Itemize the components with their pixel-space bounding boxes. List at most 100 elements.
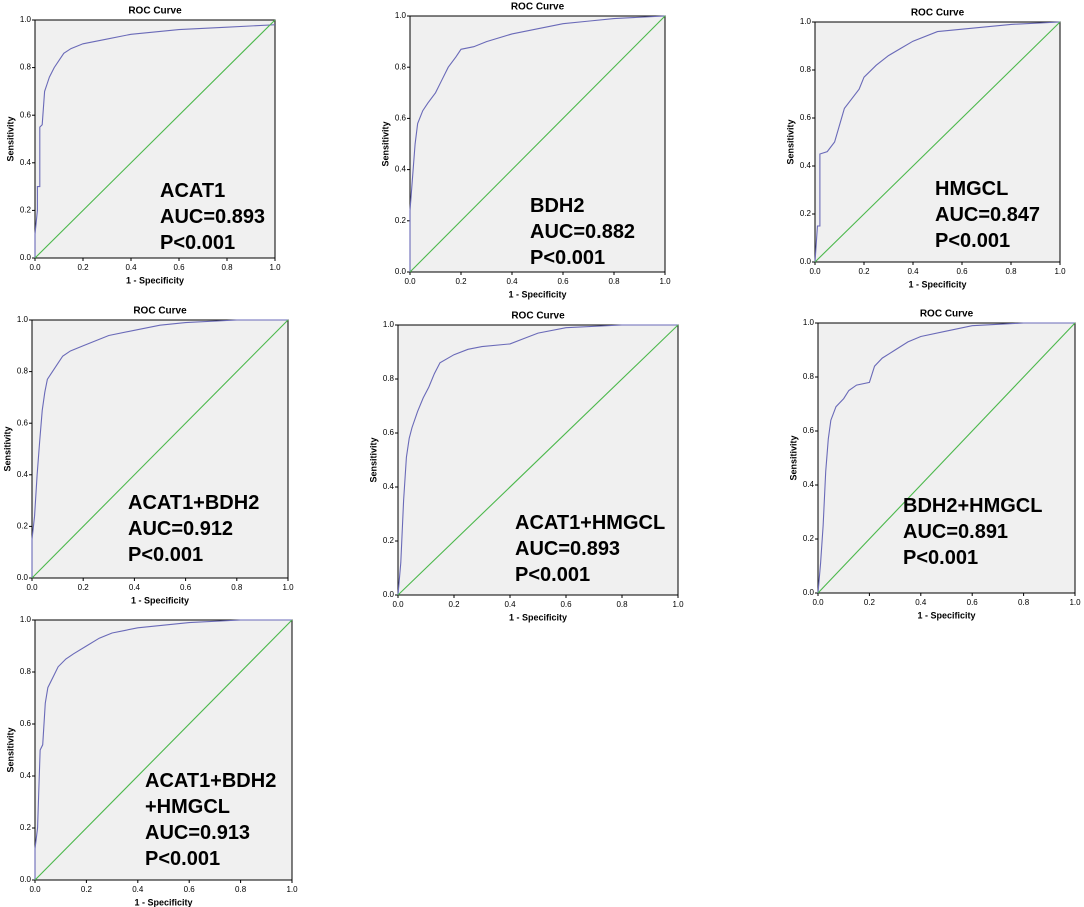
y-tick-label: 0.8	[17, 367, 29, 376]
y-tick-label: 1.0	[383, 320, 395, 329]
y-tick-label: 0.2	[383, 536, 395, 545]
x-tick-label: 0.2	[448, 600, 460, 609]
x-tick-label: 0.2	[78, 583, 90, 592]
x-tick-label: 0.4	[506, 277, 518, 286]
y-tick-label: 0.6	[20, 719, 32, 728]
y-tick-label: 0.6	[395, 114, 407, 123]
y-tick-label: 1.0	[803, 318, 815, 327]
x-axis-label: 1 - Specificity	[908, 279, 966, 289]
annotation: AUC=0.912	[128, 518, 233, 540]
y-axis-label: Sensitivity	[5, 727, 15, 772]
y-axis-label: Sensitivity	[368, 437, 378, 482]
annotation: AUC=0.893	[160, 206, 265, 228]
x-tick-label: 0.2	[864, 598, 876, 607]
annotation: P<0.001	[530, 247, 605, 269]
roc-line	[817, 322, 1075, 594]
x-tick-label: 0.8	[221, 263, 233, 272]
x-tick-label: 0.0	[404, 277, 416, 286]
x-tick-label: 0.6	[560, 600, 572, 609]
annotation: ACAT1+BDH2	[128, 492, 259, 514]
x-tick-label: 1.0	[269, 263, 281, 272]
y-tick-label: 0.6	[17, 418, 29, 427]
x-axis-label: 1 - Specificity	[508, 289, 566, 299]
y-tick-label: 1.0	[20, 15, 32, 24]
x-tick-label: 1.0	[1054, 267, 1066, 276]
annotation: BDH2+HMGCL	[903, 495, 1042, 517]
annotation: ACAT1+BDH2	[145, 770, 276, 792]
x-tick-label: 1.0	[1069, 598, 1081, 607]
x-tick-label: 1.0	[672, 600, 684, 609]
x-axis-label: 1 - Specificity	[131, 595, 189, 605]
annotation: AUC=0.882	[530, 221, 635, 243]
y-tick-label: 0.4	[395, 165, 407, 174]
x-tick-label: 0.0	[29, 885, 41, 894]
annotation: ACAT1	[160, 180, 225, 202]
roc-line	[397, 324, 679, 596]
x-tick-label: 0.2	[77, 263, 89, 272]
annotation: ACAT1+HMGCL	[515, 512, 665, 534]
x-tick-label: 0.8	[235, 885, 247, 894]
y-tick-label: 0.2	[800, 209, 812, 218]
y-tick-label: 1.0	[395, 11, 407, 20]
x-tick-label: 0.4	[915, 598, 927, 607]
y-tick-label: 0.4	[383, 482, 395, 491]
x-tick-label: 0.2	[858, 267, 870, 276]
y-tick-label: 0.8	[395, 62, 407, 71]
y-tick-label: 0.0	[383, 590, 395, 599]
y-tick-label: 0.0	[17, 573, 29, 582]
chart-title: ROC Curve	[911, 8, 965, 19]
x-tick-label: 0.6	[173, 263, 185, 272]
x-tick-label: 0.8	[231, 583, 243, 592]
x-tick-label: 0.8	[608, 277, 620, 286]
roc-line	[397, 324, 678, 596]
y-tick-label: 0.0	[20, 875, 32, 884]
roc-line	[31, 319, 288, 578]
y-axis-label: Sensitivity	[380, 121, 390, 166]
y-tick-label: 0.8	[803, 372, 815, 381]
y-tick-label: 0.6	[800, 113, 812, 122]
y-tick-label: 0.2	[17, 522, 29, 531]
y-tick-label: 0.8	[20, 667, 32, 676]
y-axis-label: Sensitivity	[785, 119, 795, 164]
x-axis-label: 1 - Specificity	[509, 612, 567, 622]
x-tick-label: 0.4	[907, 267, 919, 276]
y-tick-label: 0.4	[17, 470, 29, 479]
y-tick-label: 0.6	[20, 110, 32, 119]
annotation: P<0.001	[515, 564, 590, 586]
roc-line	[409, 15, 666, 273]
y-tick-label: 0.8	[383, 374, 395, 383]
annotation: P<0.001	[128, 544, 203, 566]
x-tick-label: 1.0	[282, 583, 294, 592]
x-tick-label: 0.4	[504, 600, 516, 609]
x-tick-label: 0.0	[392, 600, 404, 609]
y-tick-label: 0.4	[20, 771, 32, 780]
y-tick-label: 1.0	[20, 615, 32, 624]
x-tick-label: 0.0	[812, 598, 824, 607]
roc-line	[34, 619, 293, 881]
x-tick-label: 1.0	[659, 277, 671, 286]
y-axis-label: Sensitivity	[2, 426, 12, 471]
annotation: AUC=0.913	[145, 822, 250, 844]
y-tick-label: 0.8	[800, 65, 812, 74]
y-tick-label: 0.0	[800, 257, 812, 266]
y-tick-label: 1.0	[800, 17, 812, 26]
annotation: AUC=0.891	[903, 521, 1008, 543]
roc-line	[814, 21, 1061, 263]
y-tick-label: 0.4	[20, 158, 32, 167]
x-tick-label: 0.4	[132, 885, 144, 894]
x-tick-label: 1.0	[286, 885, 298, 894]
x-tick-label: 0.2	[81, 885, 93, 894]
x-tick-label: 0.6	[967, 598, 979, 607]
chart-title: ROC Curve	[128, 6, 182, 17]
x-tick-label: 0.8	[1018, 598, 1030, 607]
x-tick-label: 0.0	[26, 583, 38, 592]
y-tick-label: 0.4	[800, 161, 812, 170]
chart-title: ROC Curve	[920, 309, 974, 320]
y-tick-label: 0.0	[803, 588, 815, 597]
x-tick-label: 0.6	[956, 267, 968, 276]
roc-line	[34, 619, 292, 880]
annotation: AUC=0.847	[935, 204, 1040, 226]
x-tick-label: 0.2	[455, 277, 467, 286]
chart-title: ROC Curve	[511, 2, 565, 13]
